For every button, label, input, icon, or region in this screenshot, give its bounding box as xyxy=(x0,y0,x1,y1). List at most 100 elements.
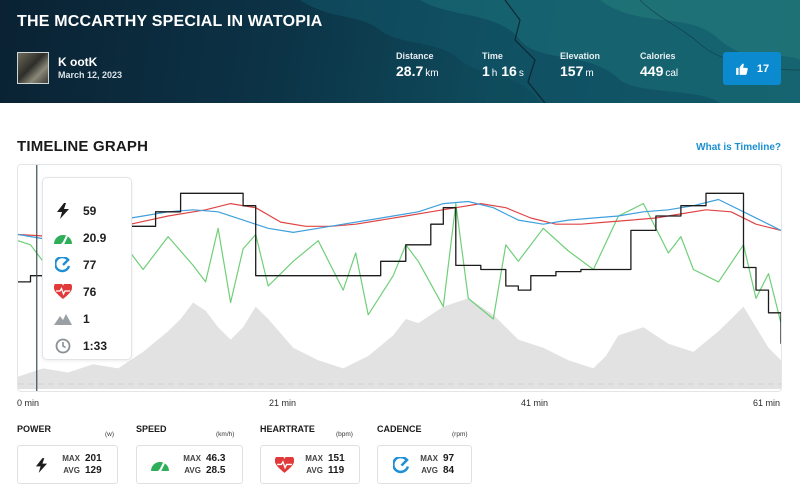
power-avg-label: AVG xyxy=(63,466,80,475)
readout-cadence-value: 77 xyxy=(83,258,97,272)
power-card-label: POWER xyxy=(17,424,52,434)
speed-card: MAX 46.3 AVG 28.5 xyxy=(136,445,243,484)
x-tick-0: 0 min xyxy=(17,398,39,408)
heart-icon xyxy=(273,455,295,475)
readout-heartrate-value: 76 xyxy=(83,285,97,299)
cadence-icon xyxy=(390,455,412,475)
cadence-max-value: 97 xyxy=(443,453,455,464)
timeline-title: TIMELINE GRAPH xyxy=(17,138,149,155)
mountain-icon xyxy=(43,313,83,325)
clock-icon xyxy=(43,338,83,354)
likes-count: 17 xyxy=(756,62,770,75)
x-tick-41-unit: min xyxy=(533,398,549,408)
cadence-series-line xyxy=(18,198,781,240)
cadence-card: MAX 97 AVG 84 xyxy=(377,445,472,484)
rider-name[interactable]: K ootK xyxy=(58,55,98,69)
readout-speed: 20.9 xyxy=(43,227,133,249)
cadence-icon xyxy=(43,257,83,273)
cursor-readout: 59 20.9 77 76 1 xyxy=(42,177,132,360)
distance-stat: Distance 28.7 km xyxy=(396,51,439,79)
what-is-timeline-link[interactable]: What is Timeline? xyxy=(696,142,781,153)
cadence-avg-label: AVG xyxy=(421,466,438,475)
time-minutes: 16 xyxy=(501,63,517,79)
avatar[interactable] xyxy=(17,52,49,84)
speed-max-value: 46.3 xyxy=(206,453,226,464)
time-label: Time xyxy=(482,51,503,61)
timeline-chart[interactable] xyxy=(18,165,781,391)
speed-avg-label: AVG xyxy=(184,466,201,475)
elevation-value: 157 m xyxy=(560,63,600,79)
power-card-unit: (w) xyxy=(105,431,115,438)
calories-value: 449 cal xyxy=(640,63,678,79)
cadence-max-label: MAX xyxy=(420,454,438,463)
x-tick-21-value: 21 xyxy=(269,398,280,408)
calories-unit: cal xyxy=(665,68,679,79)
elevation-unit: m xyxy=(585,68,594,79)
distance-number: 28.7 xyxy=(396,63,424,79)
power-max-value: 201 xyxy=(85,453,102,464)
thumbs-up-icon xyxy=(736,63,748,75)
speedometer-icon xyxy=(149,455,171,475)
heartrate-max-value: 151 xyxy=(328,453,345,464)
calories-label: Calories xyxy=(640,51,676,61)
bolt-icon xyxy=(43,203,83,219)
x-tick-61-unit: min xyxy=(765,398,781,408)
map-background xyxy=(300,0,800,103)
calories-stat: Calories 449 cal xyxy=(640,51,678,79)
readout-speed-value: 20.9 xyxy=(83,231,107,245)
readout-power: 59 xyxy=(43,200,133,222)
speed-avg-value: 28.5 xyxy=(206,465,226,476)
activity-title: THE MCCARTHY SPECIAL IN WATOPIA xyxy=(17,13,323,30)
readout-cadence: 77 xyxy=(43,254,133,276)
elevation-stat: Elevation 157 m xyxy=(560,51,600,79)
time-hours-unit: h xyxy=(491,68,498,79)
heartrate-card-label: HEARTRATE xyxy=(260,424,315,434)
distance-value: 28.7 km xyxy=(396,63,439,79)
speed-series-line xyxy=(18,203,781,324)
time-hours: 1 xyxy=(482,63,490,79)
x-tick-21: 21 min xyxy=(269,398,296,408)
timeline-graph[interactable]: 59 20.9 77 76 1 xyxy=(17,164,782,392)
heartrate-avg-label: AVG xyxy=(306,466,323,475)
ride-date: March 12, 2023 xyxy=(58,70,123,80)
readout-time: 1:33 xyxy=(43,335,133,357)
speed-card-unit: (km/h) xyxy=(216,431,235,438)
x-tick-21-unit: min xyxy=(281,398,297,408)
heartrate-card: MAX 151 AVG 119 xyxy=(260,445,360,484)
heartrate-max-label: MAX xyxy=(305,454,323,463)
readout-time-value: 1:33 xyxy=(83,339,108,353)
x-tick-61: 61 min xyxy=(753,398,780,408)
distance-label: Distance xyxy=(396,51,434,61)
readout-heartrate: 76 xyxy=(43,281,133,303)
x-tick-41: 41 min xyxy=(521,398,548,408)
cadence-card-unit: (rpm) xyxy=(452,431,468,438)
speed-max-label: MAX xyxy=(183,454,201,463)
ride-on-button[interactable]: 17 xyxy=(723,52,781,85)
readout-power-value: 59 xyxy=(83,204,97,218)
cadence-card-label: CADENCE xyxy=(377,424,422,434)
x-tick-0-unit: min xyxy=(24,398,40,408)
power-series-line xyxy=(18,192,781,344)
heartrate-card-unit: (bpm) xyxy=(336,431,353,438)
cadence-avg-value: 84 xyxy=(443,465,455,476)
x-tick-0-value: 0 xyxy=(17,398,23,408)
distance-unit: km xyxy=(425,68,439,79)
speedometer-icon xyxy=(43,231,83,245)
x-tick-41-value: 41 xyxy=(521,398,532,408)
activity-header: THE MCCARTHY SPECIAL IN WATOPIA K ootK M… xyxy=(0,0,800,103)
heart-icon xyxy=(43,284,83,300)
power-card: MAX 201 AVG 129 xyxy=(17,445,118,484)
x-tick-61-value: 61 xyxy=(753,398,764,408)
power-max-label: MAX xyxy=(62,454,80,463)
heartrate-avg-value: 119 xyxy=(328,465,345,476)
speed-card-label: SPEED xyxy=(136,424,167,434)
power-avg-value: 129 xyxy=(85,465,102,476)
elevation-number: 157 xyxy=(560,63,584,79)
readout-elevation: 1 xyxy=(43,308,133,330)
bolt-icon xyxy=(30,455,52,475)
elevation-series-area xyxy=(18,298,781,389)
calories-number: 449 xyxy=(640,63,664,79)
time-minutes-unit: s xyxy=(518,68,524,79)
